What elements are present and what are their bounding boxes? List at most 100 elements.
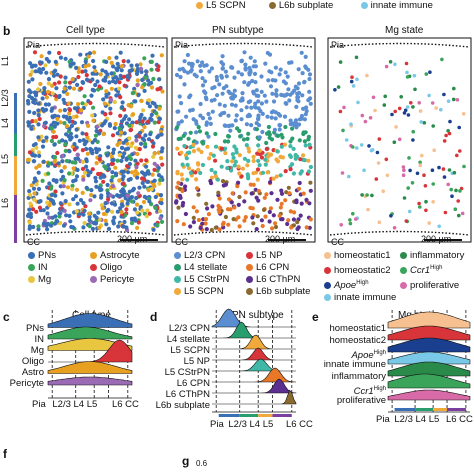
cell-point — [102, 164, 107, 169]
cell-point — [129, 63, 134, 68]
legend-item: L5 CStrPN — [184, 274, 230, 285]
cell-point — [132, 86, 137, 91]
cell-point — [412, 73, 417, 78]
cell-point — [60, 153, 65, 159]
cell-point — [84, 146, 89, 152]
cell-point — [424, 208, 428, 213]
cell-point — [143, 141, 148, 147]
cell-point — [101, 179, 106, 184]
cell-point — [84, 73, 89, 78]
cell-point — [415, 171, 420, 176]
cell-point — [446, 99, 451, 103]
cell-point — [46, 89, 51, 94]
cell-point — [139, 98, 144, 104]
cell-point — [274, 174, 279, 179]
cell-point — [159, 219, 165, 224]
cell-point — [198, 101, 203, 107]
cell-point — [256, 158, 261, 163]
cell-point — [239, 174, 244, 179]
cell-point — [449, 187, 454, 192]
cell-point — [44, 135, 49, 140]
cell-point — [63, 75, 68, 80]
cell-point — [225, 166, 230, 171]
ridge-label-sup: High — [373, 386, 386, 392]
cell-point — [184, 114, 189, 119]
cell-point — [306, 158, 311, 163]
cell-point — [255, 177, 260, 182]
cell-point — [239, 72, 244, 77]
mg-state-points — [333, 55, 466, 230]
cell-point — [100, 68, 105, 73]
cell-point — [210, 86, 215, 91]
cell-point — [230, 152, 235, 157]
cell-point — [354, 55, 359, 60]
cell-point — [291, 217, 296, 222]
cell-point — [92, 194, 97, 199]
cell-point — [360, 193, 364, 197]
cell-point — [224, 74, 229, 79]
cell-point — [34, 209, 39, 214]
pia-label-3: Pia — [331, 40, 345, 50]
cell-point — [440, 57, 444, 62]
cell-point — [139, 158, 144, 163]
cell-point — [290, 136, 295, 141]
cell-point — [140, 170, 145, 175]
cell-point — [55, 150, 60, 156]
cell-point — [293, 118, 299, 123]
cell-point — [307, 201, 312, 206]
cell-point — [70, 160, 75, 165]
cell-point — [241, 137, 247, 142]
cell-point — [152, 178, 157, 183]
cell-point — [198, 225, 203, 231]
cell-point — [37, 67, 42, 72]
ridge-density — [211, 308, 296, 328]
cell-point — [62, 100, 67, 105]
cell-point — [407, 156, 411, 160]
cell-point — [52, 159, 57, 164]
cell-point — [265, 170, 270, 175]
cell-point — [101, 131, 106, 137]
ridge-label: Mg — [30, 345, 44, 356]
cell-point — [265, 114, 270, 119]
cell-point — [221, 86, 226, 91]
cell-point — [53, 189, 58, 194]
cell-point — [36, 224, 41, 229]
cell-point — [75, 82, 80, 87]
cell-point — [142, 75, 148, 80]
cell-point — [273, 110, 278, 115]
cell-point — [30, 207, 36, 212]
cell-point — [136, 220, 141, 225]
cell-point — [259, 74, 264, 79]
cell-point — [411, 129, 416, 134]
cell-point — [257, 163, 262, 168]
cell-point — [134, 202, 140, 207]
cell-point — [60, 191, 65, 196]
panel-e-row-labels: homeostatic1 homeostatic2 ApoeHigh innat… — [300, 324, 386, 408]
cell-point — [104, 59, 109, 64]
cell-point — [104, 92, 109, 97]
legend-item: innate immune — [334, 292, 397, 304]
cell-point — [64, 124, 69, 129]
cell-point — [80, 148, 85, 153]
pia-boundary — [25, 42, 166, 48]
cell-point — [103, 201, 108, 206]
cell-point — [146, 137, 152, 142]
cell-point — [296, 122, 302, 127]
panel-c-letter: c — [3, 310, 10, 324]
cell-point — [93, 69, 98, 74]
cell-point — [385, 173, 390, 178]
ridge-density — [387, 325, 471, 341]
cell-point — [186, 166, 192, 171]
cell-point — [140, 77, 145, 83]
cell-point — [444, 133, 448, 138]
cell-point — [234, 150, 239, 155]
cell-point — [110, 133, 116, 138]
cell-point — [87, 224, 92, 229]
cell-point — [82, 94, 87, 99]
cell-point — [260, 111, 265, 116]
cell-point — [55, 219, 60, 224]
xlabel: L2/3 — [52, 399, 71, 410]
cell-point — [57, 80, 62, 85]
cell-point — [32, 191, 37, 196]
cell-point — [129, 68, 134, 73]
